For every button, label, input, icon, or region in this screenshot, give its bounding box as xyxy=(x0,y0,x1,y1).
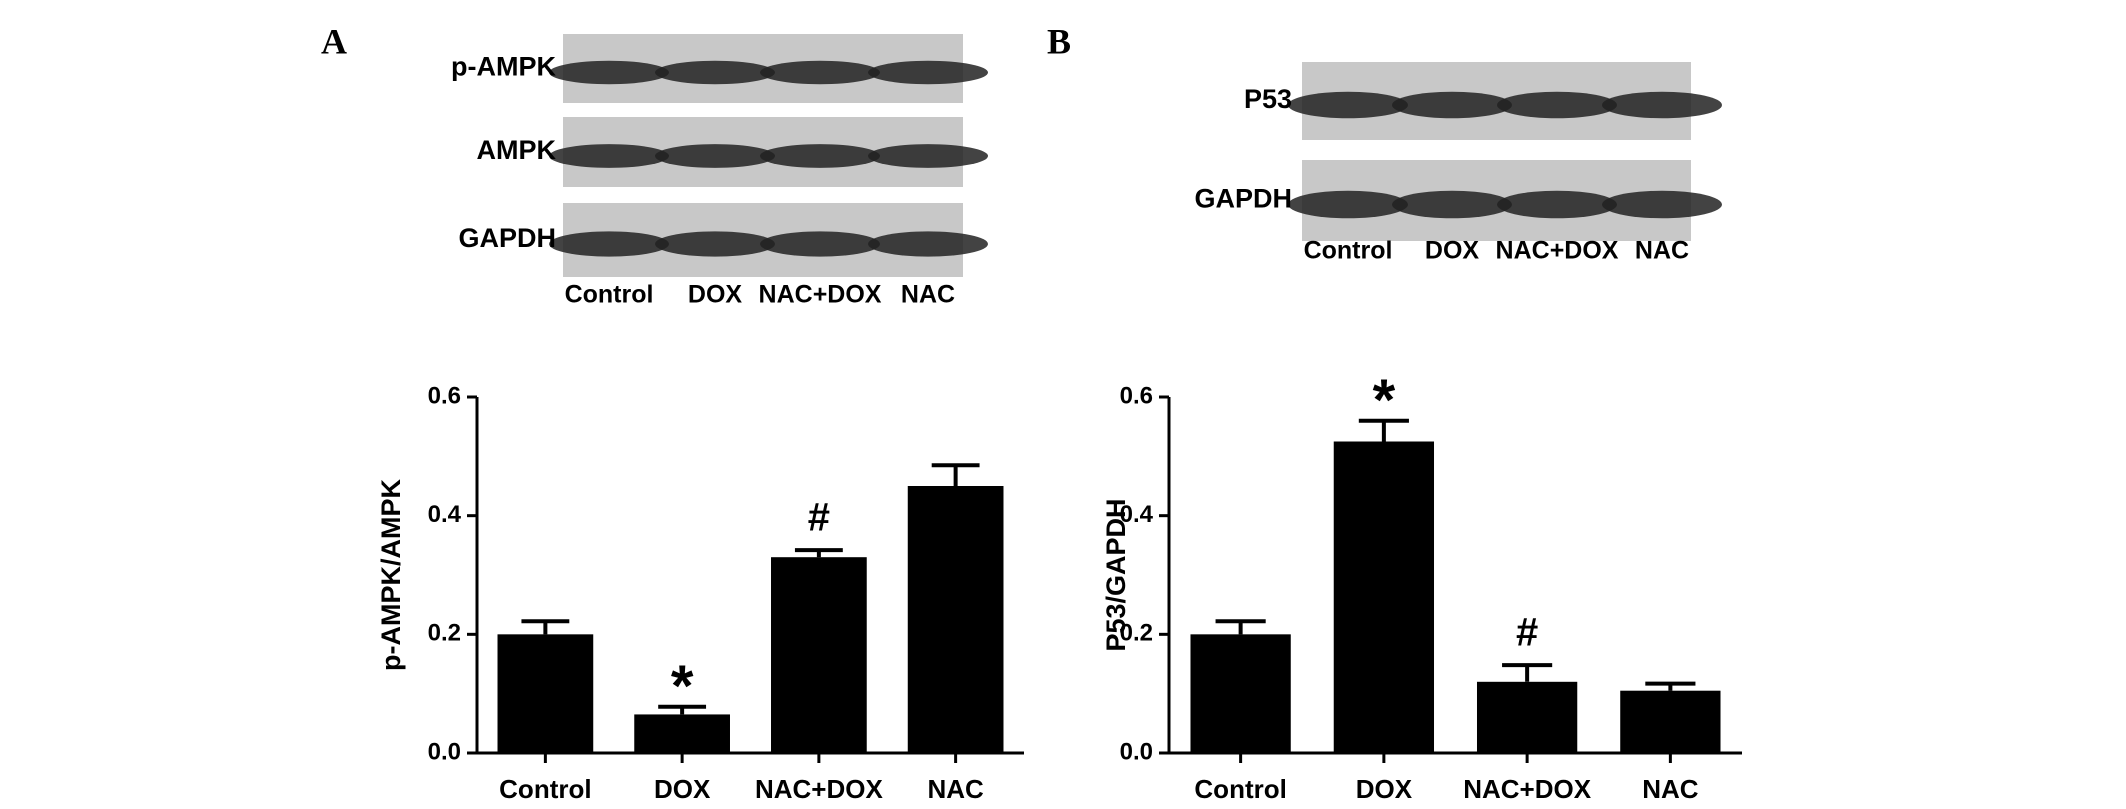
blot-lane-label: DOX xyxy=(688,281,743,309)
significance-marker: # xyxy=(808,496,830,540)
y-tick-label: 0.0 xyxy=(1120,738,1153,765)
blot-lane-label: NAC xyxy=(901,281,955,309)
blot-row-label: GAPDH xyxy=(458,223,556,253)
blot-band xyxy=(655,231,775,257)
blot-band xyxy=(868,60,988,85)
blot-band xyxy=(868,144,988,168)
error-bar xyxy=(931,463,980,486)
blot-band xyxy=(760,60,880,85)
blot-band xyxy=(655,60,775,85)
error-bar xyxy=(521,619,570,635)
blot-lane-label: NAC xyxy=(1635,237,1689,265)
y-tick-label: 0.2 xyxy=(428,620,461,647)
error-bar xyxy=(1358,418,1409,442)
bar xyxy=(634,714,730,753)
blot-band xyxy=(868,231,988,257)
x-tick-label: DOX xyxy=(1356,774,1413,804)
panel-label: A xyxy=(321,21,347,61)
blot-row-label: GAPDH xyxy=(1194,184,1292,214)
blot-lane-label: Control xyxy=(565,281,654,309)
blot-band xyxy=(1497,91,1617,119)
significance-marker: * xyxy=(1373,368,1396,433)
blot-band xyxy=(1288,190,1408,219)
bar xyxy=(497,634,594,753)
x-tick-label: Control xyxy=(1194,774,1286,804)
significance-marker: * xyxy=(671,654,694,719)
y-axis-label: P53/GAPDH xyxy=(1101,498,1131,651)
blot-lane-label: DOX xyxy=(1425,237,1480,265)
x-tick-label: Control xyxy=(499,774,591,804)
error-bar xyxy=(1502,663,1553,682)
x-tick-label: NAC+DOX xyxy=(755,774,884,804)
blot-band xyxy=(549,60,669,85)
y-tick-label: 0.0 xyxy=(428,738,461,765)
bar xyxy=(771,557,867,753)
blot-band xyxy=(655,144,775,168)
y-tick-label: 0.6 xyxy=(1120,382,1153,409)
error-bar xyxy=(1645,681,1696,691)
y-tick-label: 0.6 xyxy=(428,382,461,409)
blot-row-label: AMPK xyxy=(477,135,557,165)
panel-label: B xyxy=(1047,21,1071,61)
blot-band xyxy=(1392,190,1512,219)
blot-lane-label: NAC+DOX xyxy=(759,281,882,309)
blot-band xyxy=(1497,190,1617,219)
blot-band xyxy=(1392,91,1512,119)
error-bar xyxy=(1215,619,1266,635)
y-tick-label: 0.4 xyxy=(1120,501,1154,528)
blot-band xyxy=(549,144,669,168)
blot-lane-label: Control xyxy=(1304,237,1393,265)
x-tick-label: NAC xyxy=(1642,774,1699,804)
blot-band xyxy=(1288,91,1408,119)
bar xyxy=(1620,690,1721,753)
bar xyxy=(1190,634,1291,753)
bar xyxy=(1333,441,1435,753)
error-bar xyxy=(658,704,707,715)
y-tick-label: 0.2 xyxy=(1120,620,1153,647)
blot-row-label: p-AMPK xyxy=(451,52,556,82)
blot-band xyxy=(760,144,880,168)
x-tick-label: DOX xyxy=(654,774,711,804)
blot-row-label: P53 xyxy=(1244,84,1292,114)
bar xyxy=(907,486,1004,753)
y-tick-label: 0.4 xyxy=(428,501,462,528)
x-tick-label: NAC xyxy=(927,774,984,804)
blot-band xyxy=(549,231,669,257)
blot-band xyxy=(1602,91,1722,119)
y-axis-label: p-AMPK/AMPK xyxy=(376,479,406,671)
significance-marker: # xyxy=(1516,611,1538,655)
x-tick-label: NAC+DOX xyxy=(1463,774,1592,804)
bar xyxy=(1476,681,1578,753)
blot-band xyxy=(1602,190,1722,219)
blot-band xyxy=(760,231,880,257)
blot-lane-label: NAC+DOX xyxy=(1496,237,1619,265)
error-bar xyxy=(794,548,843,558)
